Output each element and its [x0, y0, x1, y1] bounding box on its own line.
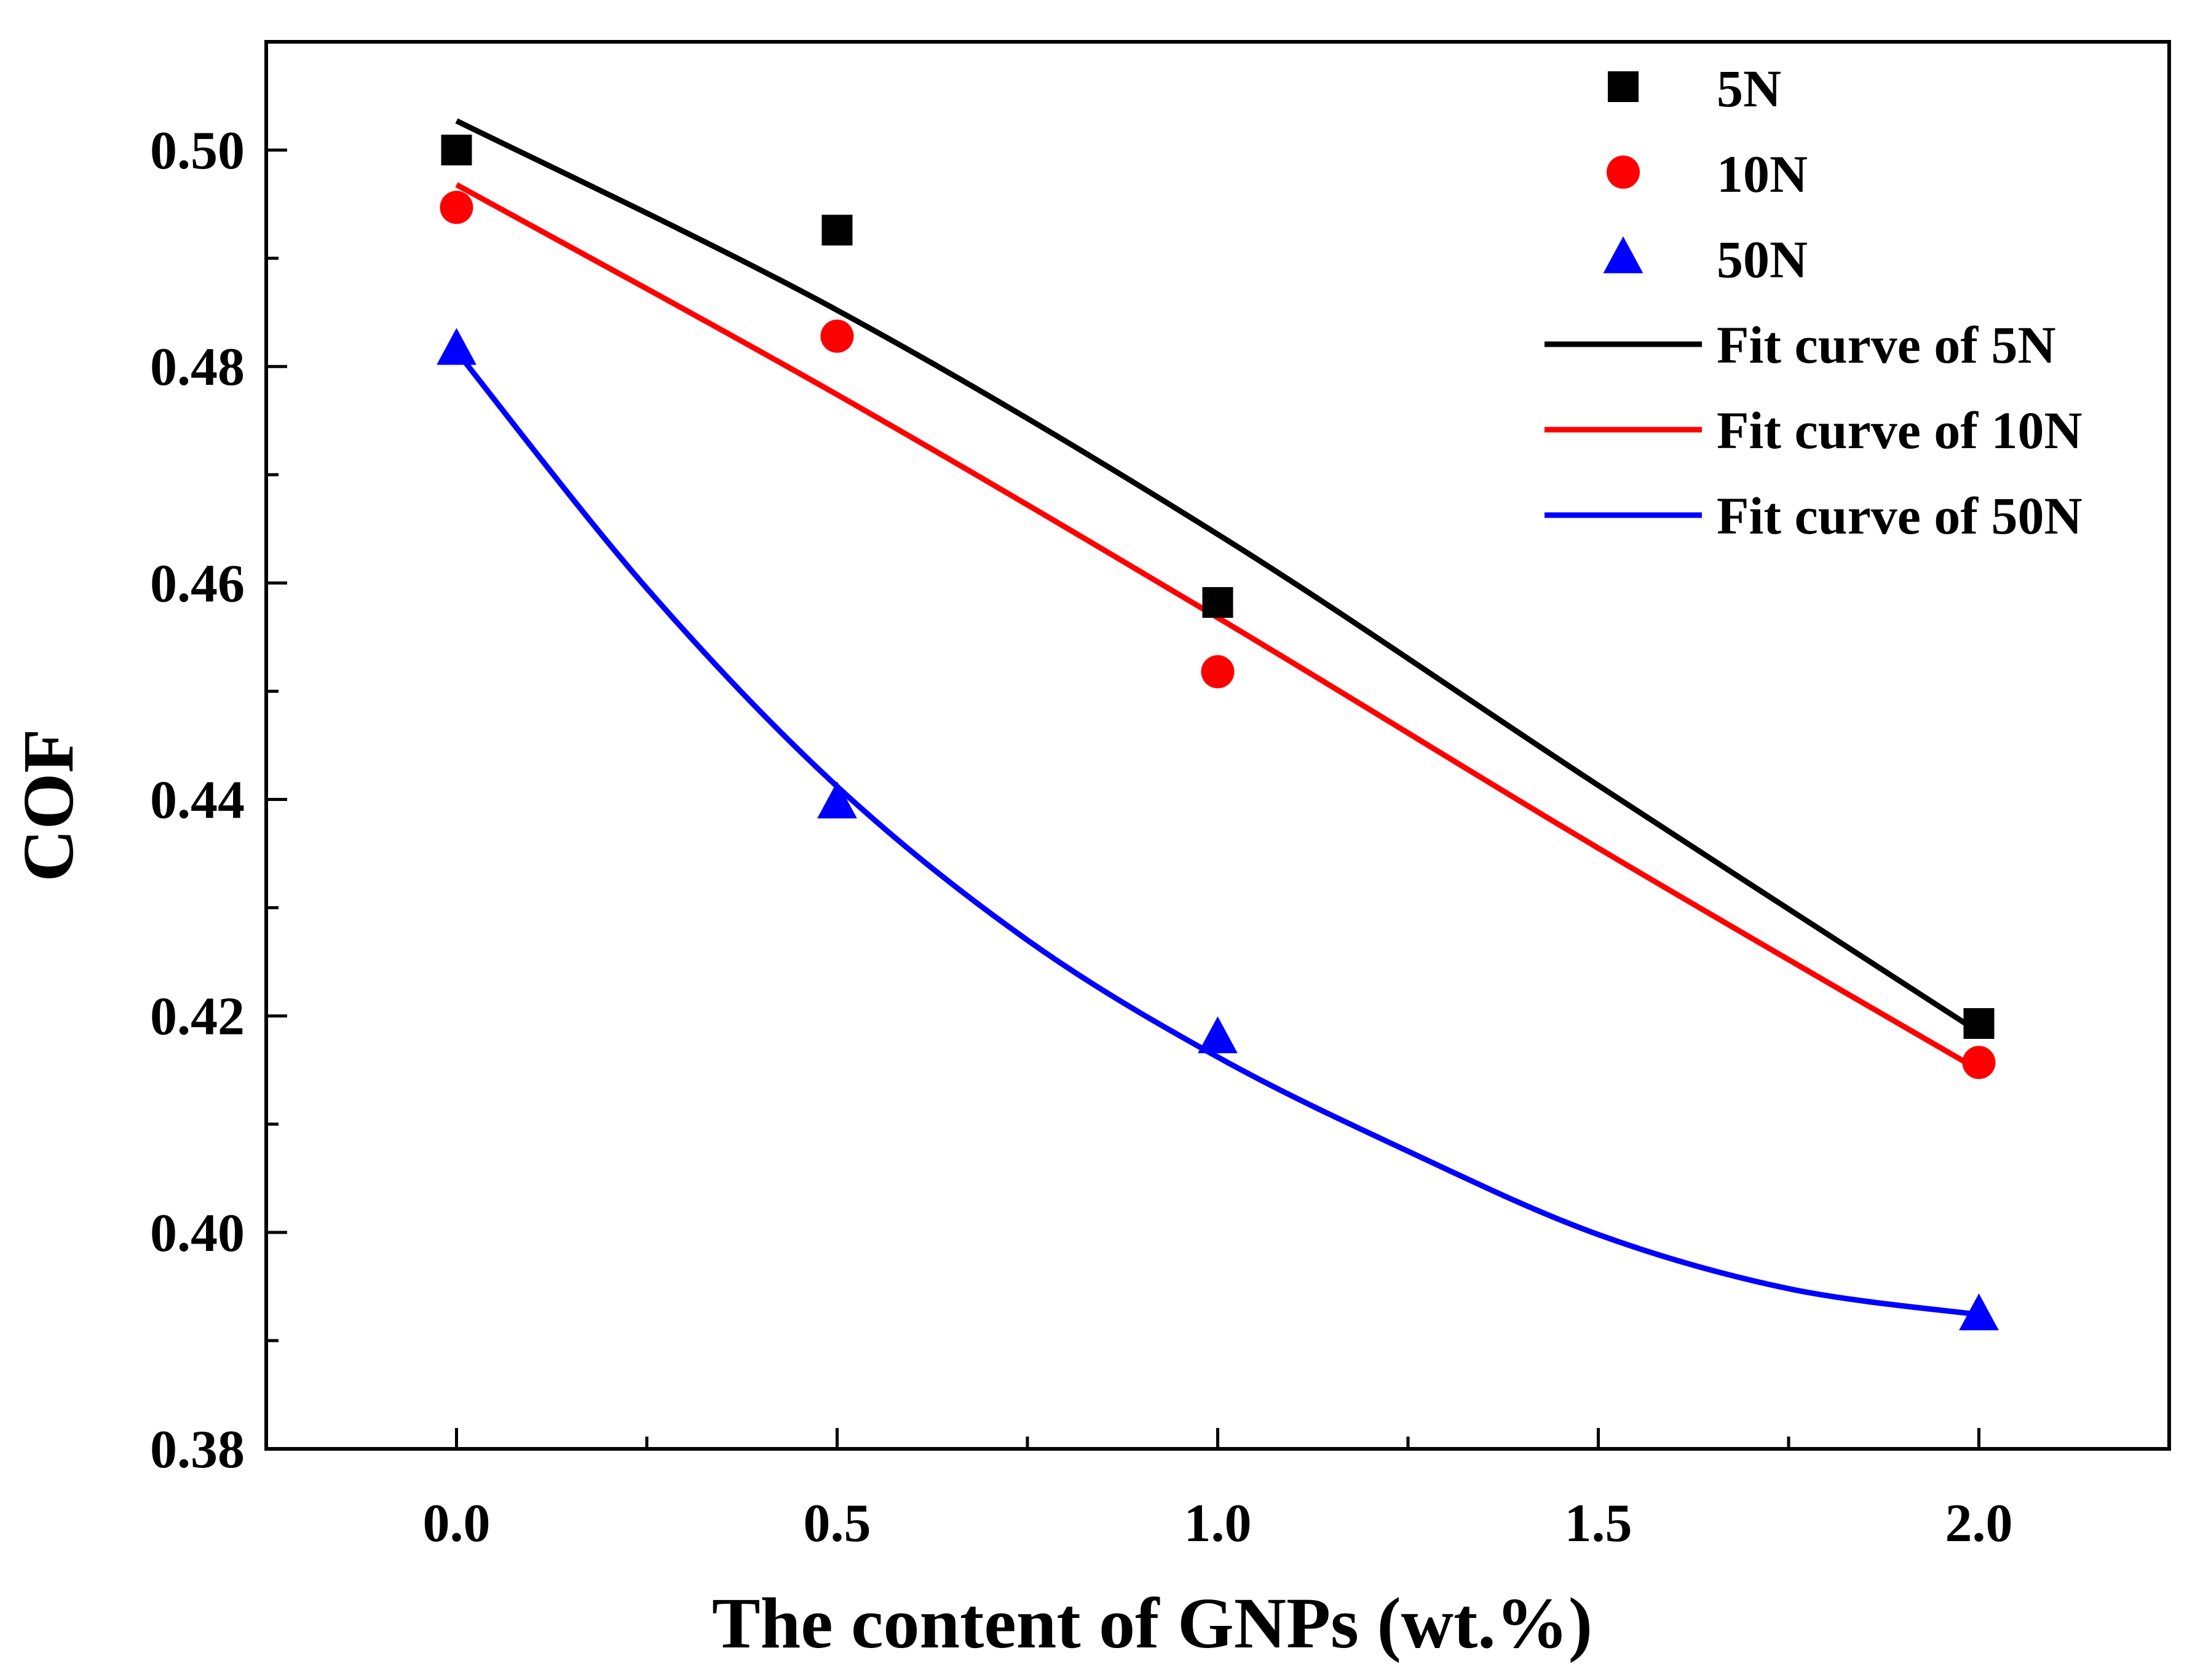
legend-label-0: 5N [1717, 59, 1781, 118]
point-10N-2 [1201, 655, 1235, 688]
plot-frame [264, 40, 2171, 1451]
y-tick-label-6: 0.50 [150, 121, 245, 181]
y-tick-label-0: 0.38 [150, 1420, 245, 1480]
legend-fit-label-2: Fit curve of 50N [1717, 486, 2082, 545]
x-tick-label-4: 2.0 [1945, 1494, 2013, 1553]
x-tick-label-2: 1.0 [1184, 1494, 1252, 1553]
y-axis-title: COF [8, 728, 89, 881]
y-tick-label-2: 0.42 [150, 987, 245, 1047]
axes-layer: 0.0 0.5 1.0 1.5 2.0 0.38 0.40 0.42 0.44 0.46 0.48 0… [150, 40, 2171, 1553]
x-tick-label-0: 0.0 [423, 1494, 491, 1553]
legend: 5N 10N 50N Fit curve of 5N Fit curve of 10N F… [1544, 59, 2082, 545]
point-5N-1 [821, 215, 853, 246]
y-tick-label-4: 0.46 [150, 554, 245, 613]
point-10N-0 [440, 191, 473, 224]
x-axis-title: The content of GNPs (wt.%) [712, 1583, 1592, 1663]
point-5N-0 [441, 135, 472, 166]
point-50N-3 [1959, 1293, 1999, 1331]
y-tick-label-5: 0.48 [150, 337, 245, 397]
point-50N-1 [817, 781, 857, 819]
legend-marker-1 [1607, 156, 1640, 189]
legend-label-2: 50N [1717, 230, 1808, 289]
point-5N-3 [1963, 1008, 1995, 1039]
point-50N-0 [437, 328, 477, 365]
data-points-layer [437, 135, 1999, 1331]
point-10N-1 [820, 319, 854, 353]
y-tick-label-3: 0.44 [150, 771, 245, 830]
legend-fit-label-1: Fit curve of 10N [1717, 401, 2082, 460]
x-tick-label-3: 1.5 [1565, 1494, 1632, 1553]
legend-marker-0 [1608, 71, 1639, 102]
legend-marker-2 [1603, 236, 1643, 274]
fit-curve-2 [454, 349, 1980, 1318]
x-tick-label-1: 0.5 [804, 1494, 871, 1553]
fit-curves-layer [454, 118, 1980, 1318]
point-5N-2 [1202, 587, 1233, 618]
legend-label-1: 10N [1717, 144, 1808, 203]
point-50N-2 [1198, 1016, 1238, 1054]
point-10N-3 [1962, 1046, 1996, 1079]
legend-fit-label-0: Fit curve of 5N [1717, 315, 2056, 374]
fit-curve-0 [455, 118, 1980, 1035]
y-tick-label-1: 0.40 [150, 1204, 245, 1263]
